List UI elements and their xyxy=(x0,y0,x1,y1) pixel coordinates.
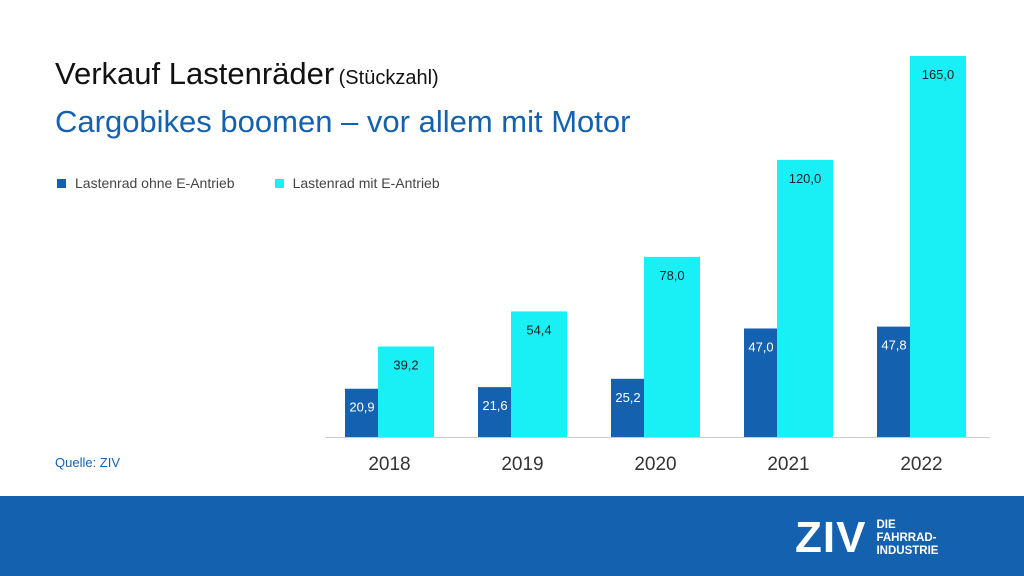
source-note: Quelle: ZIV xyxy=(55,455,121,470)
bar-mit-e-antrieb xyxy=(910,56,966,437)
legend-item-ohne: Lastenrad ohne E-Antrieb xyxy=(57,175,235,191)
legend: Lastenrad ohne E-Antrieb Lastenrad mit E… xyxy=(57,175,480,191)
logo-line-3: INDUSTRIE xyxy=(876,544,939,557)
x-tick-label: 2021 xyxy=(767,454,809,475)
bar-ohne-e-antrieb xyxy=(877,326,911,437)
data-label-mit: 78,0 xyxy=(659,268,684,283)
x-tick-label: 2019 xyxy=(501,454,543,475)
bar-ohne-e-antrieb xyxy=(611,378,645,437)
data-label-mit: 54,4 xyxy=(526,322,551,337)
logo-line-1: DIE xyxy=(876,518,896,531)
data-label-mit: 120,0 xyxy=(789,171,822,186)
chart-title: Verkauf Lastenräder (Stückzahl) xyxy=(55,56,439,92)
data-label-ohne: 21,6 xyxy=(482,398,507,413)
bar-mit-e-antrieb xyxy=(777,159,833,437)
bar-mit-e-antrieb xyxy=(378,346,434,437)
ziv-logo: ZIV DIE FAHRRAD- INDUSTRIE xyxy=(795,516,938,560)
data-label-ohne: 20,9 xyxy=(349,400,374,415)
data-label-mit: 39,2 xyxy=(393,357,418,372)
logo-mark: ZIV xyxy=(795,513,867,562)
legend-swatch-mit xyxy=(274,178,284,188)
legend-swatch-ohne xyxy=(57,178,66,188)
chart-subtitle: Cargobikes boomen – vor allem mit Motor xyxy=(55,104,631,139)
x-tick-label: 2020 xyxy=(634,454,676,475)
footer-background xyxy=(0,496,1024,576)
logo-text: DIE FAHRRAD- INDUSTRIE xyxy=(876,519,938,558)
bar-mit-e-antrieb xyxy=(511,311,567,437)
footer-band xyxy=(0,496,1024,576)
legend-item-mit: Lastenrad mit E-Antrieb xyxy=(274,175,440,191)
title-unit: (Stückzahl) xyxy=(338,67,439,89)
x-tick-label: 2022 xyxy=(900,454,942,475)
legend-label-mit: Lastenrad mit E-Antrieb xyxy=(292,175,440,191)
bar-chart: 20,9 39,2 2018 21,6 54,4 2019 25,2 78,0 2020 47,0… xyxy=(325,56,990,475)
legend-label-ohne: Lastenrad ohne E-Antrieb xyxy=(75,175,235,191)
logo-line-2: FAHRRAD- xyxy=(876,531,937,544)
title-text: Verkauf Lastenräder xyxy=(55,56,335,91)
bar-mit-e-antrieb xyxy=(644,256,700,437)
data-label-ohne: 47,0 xyxy=(748,339,773,354)
x-tick-label: 2018 xyxy=(368,454,410,475)
data-label-ohne: 47,8 xyxy=(881,338,906,353)
bar-ohne-e-antrieb xyxy=(478,387,512,437)
data-label-ohne: 25,2 xyxy=(615,390,640,405)
bar-ohne-e-antrieb xyxy=(744,328,778,437)
data-label-mit: 165,0 xyxy=(922,67,955,82)
bar-ohne-e-antrieb xyxy=(345,388,379,437)
